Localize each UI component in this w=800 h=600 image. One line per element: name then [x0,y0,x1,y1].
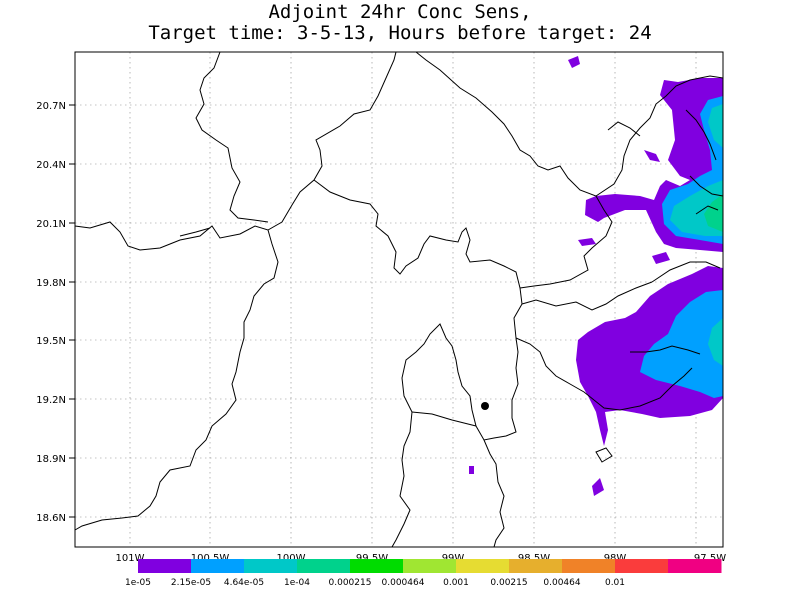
lon-label: 99W [442,553,465,564]
colorbar-swatch [244,559,298,573]
colorbar-swatch [668,559,722,573]
lon-label: 99.5W [356,553,388,564]
target-location-marker [481,402,489,410]
lat-label: 20.7N [36,101,66,112]
colorbar-swatch [562,559,616,573]
state-borders [74,51,724,548]
contour-blue-south [640,290,723,398]
lat-label: 18.6N [36,513,66,524]
colorbar-swatch [615,559,669,573]
lat-label: 19.2N [36,395,66,406]
colorbar-swatch [403,559,457,573]
contour-purple-blob-5 [592,478,604,496]
lon-label: 98W [604,553,627,564]
colorbar-label: 1e-04 [284,578,310,588]
contour-purple-blob-3 [652,252,670,264]
contour-cyan-south [708,318,723,366]
contour-purple-blob-4 [644,150,660,162]
lon-label: 100.5W [191,553,230,564]
lat-label: 20.4N [36,160,66,171]
colorbar-label: 0.00215 [490,578,527,588]
colorbar-swatch [138,559,192,573]
colorbar-label: 0.000464 [382,578,425,588]
lat-label: 19.8N [36,278,66,289]
colorbar-label: 1e-05 [125,578,151,588]
lat-label: 19.5N [36,336,66,347]
figure-title: Adjoint 24hr Conc Sens, Target time: 3-5… [0,2,800,44]
contour-purple-blob-2 [578,238,596,246]
title-line-1: Adjoint 24hr Conc Sens, [268,1,532,23]
lat-label: 20.1N [36,219,66,230]
lon-label: 97.5W [694,553,726,564]
colorbar-swatch [456,559,510,573]
lon-label: 101W [116,553,145,564]
colorbar-label: 0.000215 [329,578,372,588]
lon-label: 100W [277,553,306,564]
sensitivity-contours [469,56,723,496]
longitude-labels: 101W 100.5W 100W 99.5W 99W 98.5W 98W 97.… [116,553,727,564]
lon-label: 98.5W [518,553,550,564]
latitude-labels: 20.7N 20.4N 20.1N 19.8N 19.5N 19.2N 18.9… [36,101,66,524]
colorbar-label: 4.64e-05 [224,578,264,588]
title-line-2: Target time: 3-5-13, Hours before target… [148,22,652,44]
contour-cyan-north [708,104,723,148]
contour-purple-blob-6 [469,466,474,474]
colorbar-label: 0.001 [443,578,469,588]
colorbar-swatch [350,559,404,573]
plot-frame [74,51,724,548]
colorbar-label: 0.01 [605,578,625,588]
colorbar-label: 2.15e-05 [171,578,211,588]
colorbar-swatch [191,559,245,573]
contour-teal-mid [704,194,723,232]
colorbar: 1e-05 2.15e-05 4.64e-05 1e-04 0.000215 0.0004… [125,559,722,588]
contour-purple-blob-1 [568,56,580,68]
colorbar-label: 0.00464 [543,578,580,588]
colorbar-swatch [297,559,351,573]
lat-label: 18.9N [36,454,66,465]
colorbar-swatch [509,559,563,573]
